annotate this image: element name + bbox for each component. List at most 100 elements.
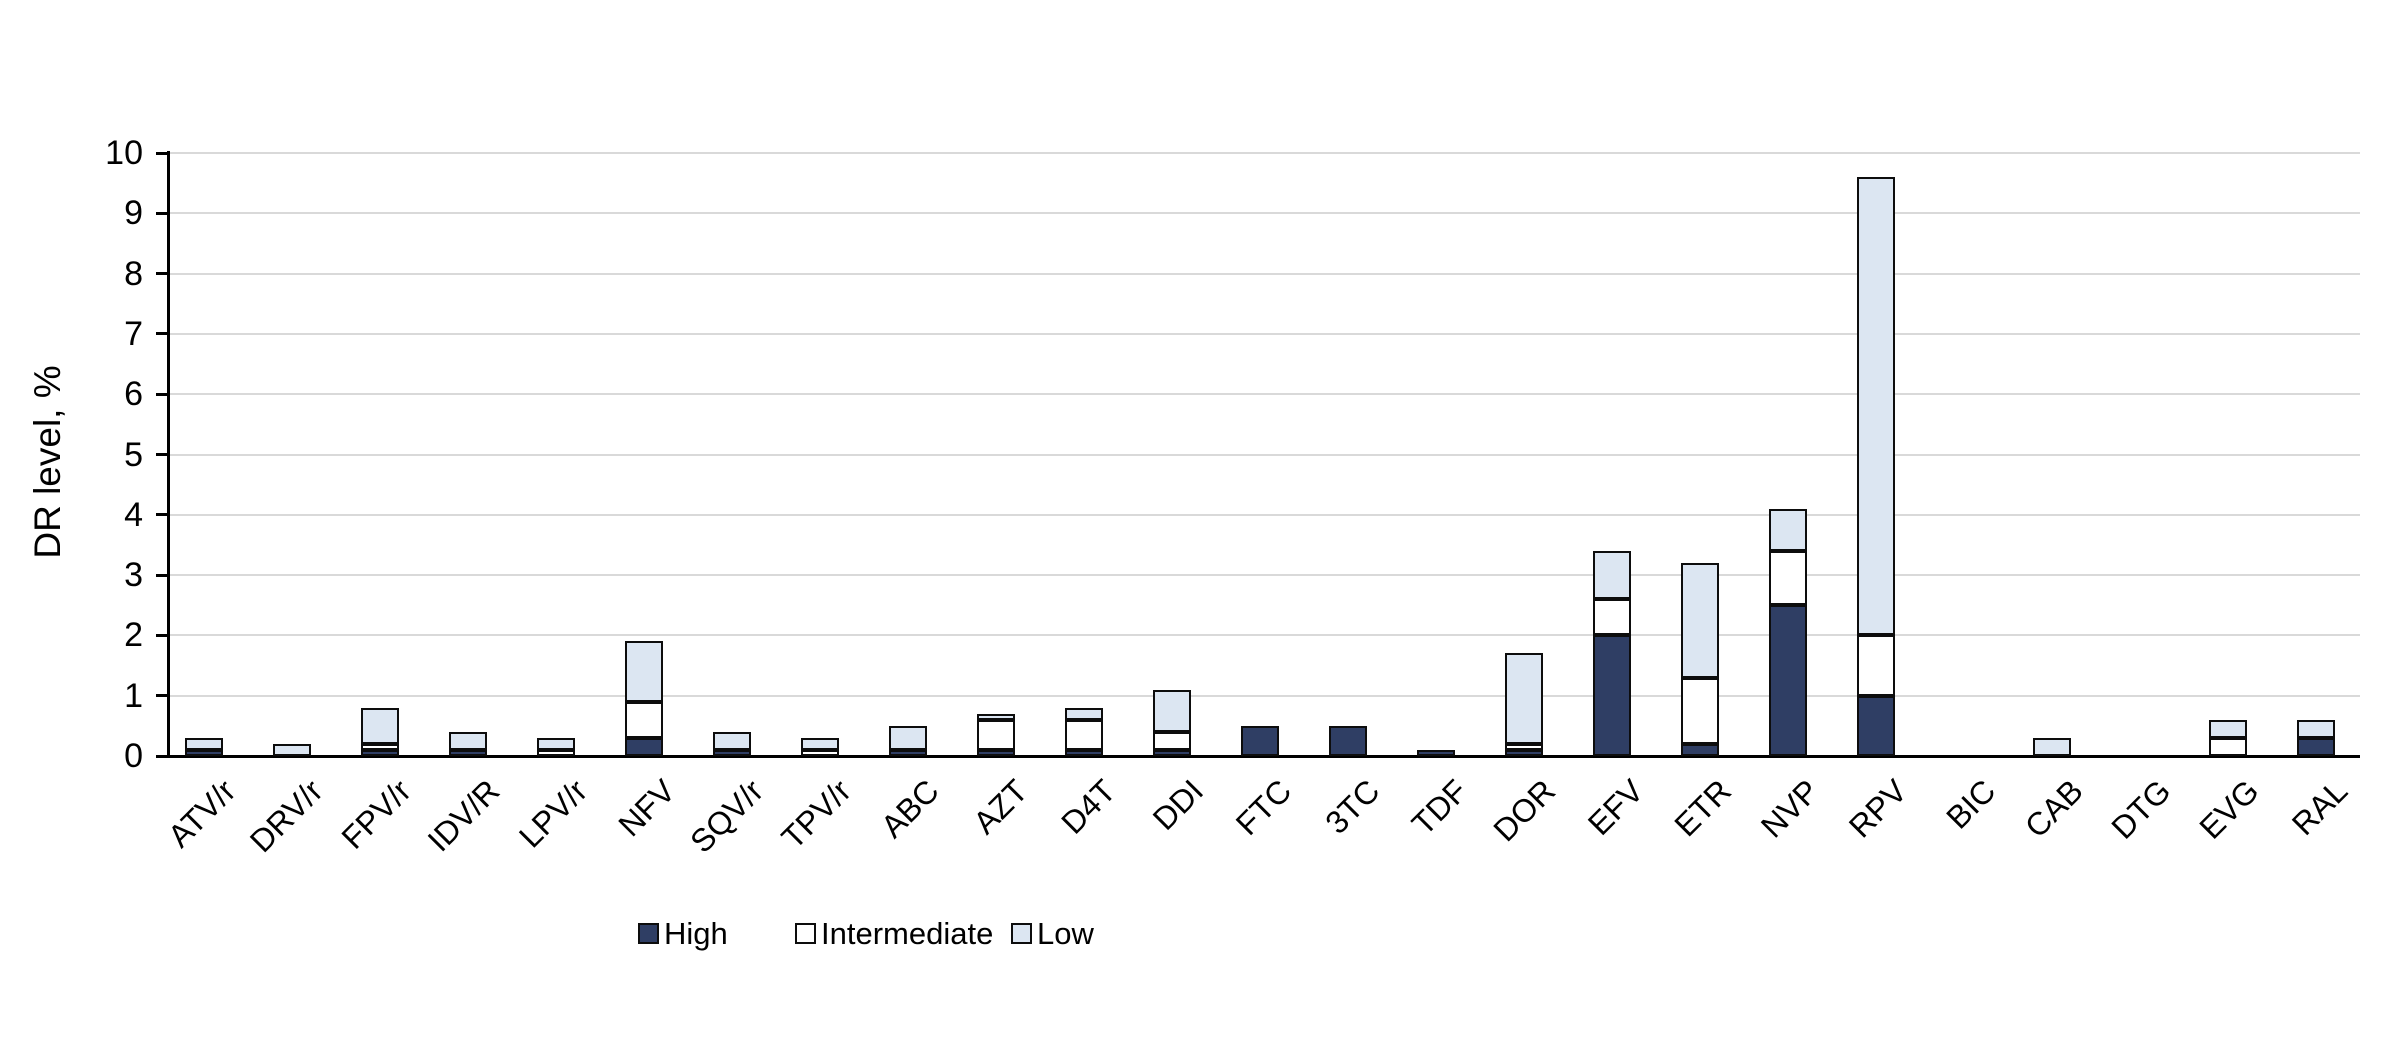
x-category-label: LPV/r — [511, 772, 595, 855]
bar-segment-intermediate-ddi — [1153, 731, 1191, 750]
bar-segment-high-etr — [1681, 743, 1719, 756]
bar-segment-low-sqvr — [713, 731, 751, 750]
x-category-label: DTG — [2104, 772, 2179, 846]
gridline — [168, 272, 2360, 275]
x-category-label: ETR — [1667, 772, 1739, 844]
bar-segment-intermediate-efv — [1593, 599, 1631, 636]
bar-segment-low-nvp — [1769, 508, 1807, 551]
x-category-label: TDF — [1404, 772, 1475, 843]
legend-item-intermediate: Intermediate — [795, 918, 993, 949]
bar-segment-high-idvr — [449, 749, 487, 756]
gridline — [168, 332, 2360, 335]
x-category-label: EFV — [1580, 772, 1651, 843]
bar-segment-high-abc — [889, 749, 927, 756]
x-category-label: BIC — [1938, 772, 2003, 836]
bar-segment-intermediate-d4t — [1065, 719, 1103, 750]
bar-segment-intermediate-rpv — [1857, 635, 1895, 696]
y-axis-title: DR level, % — [27, 365, 68, 559]
y-tick-label: 4 — [124, 495, 143, 534]
y-tick-label: 7 — [124, 314, 143, 353]
y-tick-label: 8 — [124, 254, 143, 293]
x-category-label: RPV — [1842, 772, 1915, 845]
y-tick-mark — [156, 272, 170, 276]
bar-segment-high-rpv — [1857, 695, 1895, 756]
x-category-label: CAB — [2018, 772, 2091, 845]
y-tick-label: 9 — [124, 194, 143, 233]
bar-segment-high-3tc — [1329, 725, 1367, 756]
bar-segment-low-azt — [977, 713, 1015, 720]
bar-segment-low-fpvr — [361, 707, 399, 744]
y-tick-mark — [156, 392, 170, 396]
y-tick-label: 3 — [124, 556, 143, 595]
y-tick-mark — [156, 211, 170, 215]
x-category-label: DRV/r — [243, 772, 331, 860]
bar-segment-high-nfv — [625, 737, 663, 756]
x-category-label: IDV/R — [420, 772, 507, 859]
bar-segment-high-ftc — [1241, 725, 1279, 756]
gridline — [168, 152, 2360, 154]
bar-segment-intermediate-evg — [2209, 737, 2247, 756]
bar-segment-intermediate-tpvr — [801, 749, 839, 756]
gridline — [168, 513, 2360, 516]
bar-segment-low-tpvr — [801, 737, 839, 750]
x-axis-line — [168, 755, 2360, 758]
bar-segment-intermediate-nvp — [1769, 550, 1807, 606]
x-category-label: NFV — [611, 772, 683, 844]
bar-segment-high-efv — [1593, 635, 1631, 756]
y-tick-mark — [156, 151, 170, 155]
x-category-label: EVG — [2192, 772, 2267, 846]
x-category-label: AZT — [965, 772, 1035, 841]
bar-segment-high-nvp — [1769, 605, 1807, 756]
x-category-label: DOR — [1486, 772, 1563, 849]
gridline — [168, 634, 2360, 637]
gridline — [168, 393, 2360, 396]
y-tick-label: 1 — [124, 676, 143, 715]
bar-segment-intermediate-dor — [1505, 743, 1543, 750]
bar-segment-low-efv — [1593, 550, 1631, 600]
legend-label-low: Low — [1037, 916, 1094, 951]
bar-segment-low-rpv — [1857, 177, 1895, 636]
y-tick-mark — [156, 453, 170, 456]
legend-swatch-low — [1011, 923, 1032, 944]
legend-swatch-intermediate — [795, 923, 816, 944]
bar-segment-low-lpvr — [537, 737, 575, 750]
bar-segment-low-etr — [1681, 563, 1719, 678]
bar-segment-high-d4t — [1065, 749, 1103, 756]
bar-segment-low-idvr — [449, 731, 487, 750]
y-tick-label: 5 — [124, 435, 143, 474]
bar-segment-high-dor — [1505, 749, 1543, 756]
bar-segment-low-ddi — [1153, 689, 1191, 732]
x-category-label: 3TC — [1317, 772, 1387, 841]
gridline — [168, 212, 2360, 215]
gridline — [168, 694, 2360, 697]
x-category-label: FTC — [1228, 772, 1299, 843]
x-category-label: RAL — [2284, 772, 2355, 843]
bar-segment-low-atvr — [185, 737, 223, 750]
bar-segment-low-nfv — [625, 641, 663, 702]
bar-segment-low-ral — [2297, 719, 2335, 738]
bar-segment-high-ddi — [1153, 749, 1191, 756]
bar-segment-high-sqvr — [713, 749, 751, 756]
x-category-label: D4T — [1053, 772, 1123, 841]
y-tick-mark — [156, 513, 170, 517]
bar-segment-high-ral — [2297, 737, 2335, 756]
x-category-label: ATV/r — [160, 772, 243, 855]
x-category-label: FPV/r — [334, 772, 419, 856]
bar-segment-low-evg — [2209, 719, 2247, 738]
bar-segment-high-tdf — [1417, 749, 1455, 756]
legend-swatch-high — [638, 923, 659, 944]
legend-item-high: High — [638, 918, 728, 949]
x-category-label: NVP — [1754, 772, 1827, 845]
y-tick-mark — [156, 573, 170, 577]
bar-segment-intermediate-nfv — [625, 701, 663, 738]
gridline — [168, 574, 2360, 577]
bar-segment-low-d4t — [1065, 707, 1103, 720]
bar-segment-high-fpvr — [361, 749, 399, 756]
legend-item-low: Low — [1011, 918, 1094, 949]
bar-segment-high-atvr — [185, 749, 223, 756]
legend-label-intermediate: Intermediate — [821, 916, 994, 951]
bar-segment-intermediate-azt — [977, 719, 1015, 750]
legend-label-high: High — [664, 916, 728, 951]
bar-segment-low-cab — [2033, 737, 2071, 756]
